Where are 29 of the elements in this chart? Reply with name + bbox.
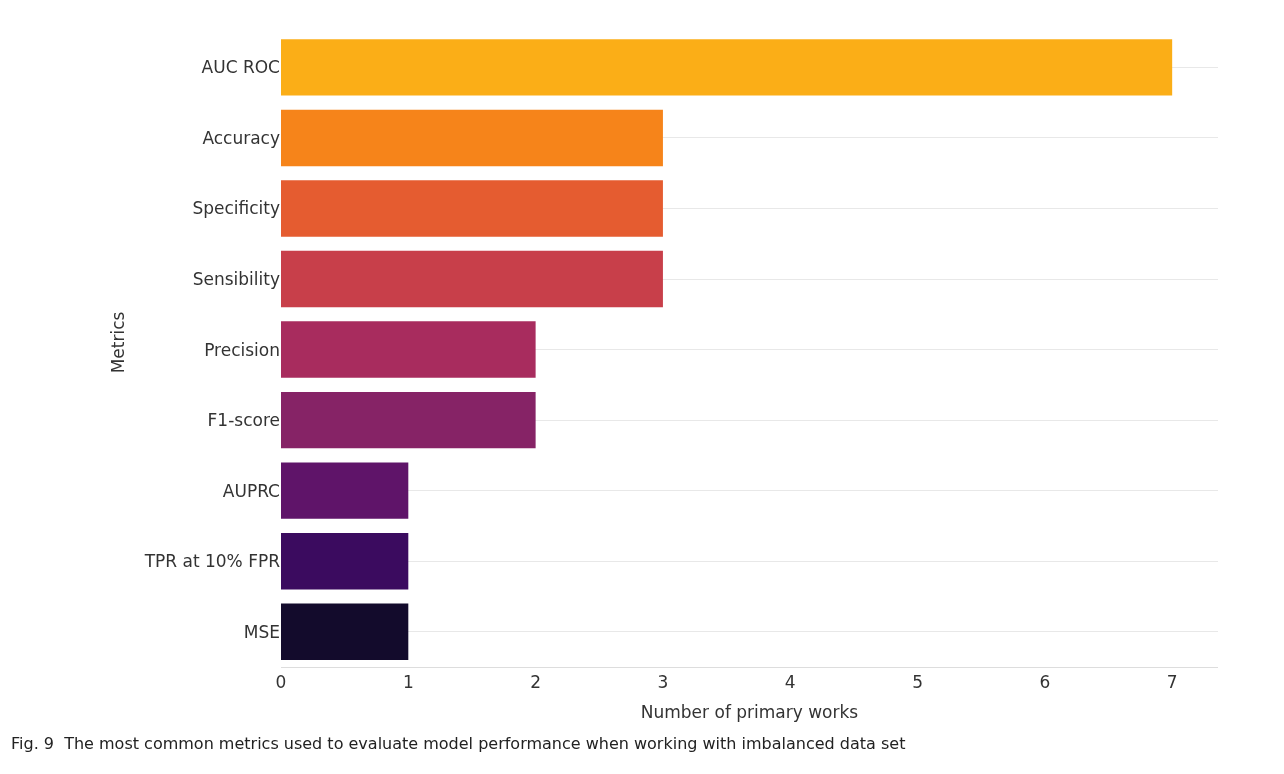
x-tick-label: 3 [657, 672, 669, 693]
caption: Fig. 9 The most common metrics used to evaluate model performance when working with imbalanced data set [11, 734, 906, 753]
y-tick-label: AUPRC [222, 480, 280, 501]
y-tick-label: Specificity [192, 198, 280, 219]
x-tick-label: 6 [1039, 672, 1051, 693]
x-tick-label: 2 [530, 672, 542, 693]
y-tick-label: Accuracy [202, 127, 280, 148]
bar [281, 532, 409, 590]
bar [281, 39, 1173, 96]
bar [281, 321, 536, 378]
x-axis-title: Number of primary works [640, 701, 859, 722]
y-tick-label: F1-score [207, 410, 280, 431]
bar [281, 462, 409, 519]
y-tick-label: MSE [243, 621, 280, 642]
bar [281, 180, 663, 237]
y-axis-title: Metrics [108, 311, 129, 374]
x-tick-label: 5 [912, 672, 923, 693]
bar [281, 250, 663, 308]
bar [281, 391, 536, 449]
x-tick-label: 1 [402, 672, 414, 693]
x-tick-label: 7 [1166, 672, 1178, 693]
bar [281, 603, 409, 660]
y-tick-label: TPR at 10% FPR [143, 551, 281, 572]
bar [281, 109, 663, 167]
y-tick-label: AUC ROC [201, 57, 280, 78]
x-tick-label: 0 [275, 672, 287, 693]
y-tick-label: Precision [204, 339, 280, 360]
y-tick-label: Sensibility [192, 268, 280, 289]
x-tick-label: 4 [784, 672, 796, 693]
